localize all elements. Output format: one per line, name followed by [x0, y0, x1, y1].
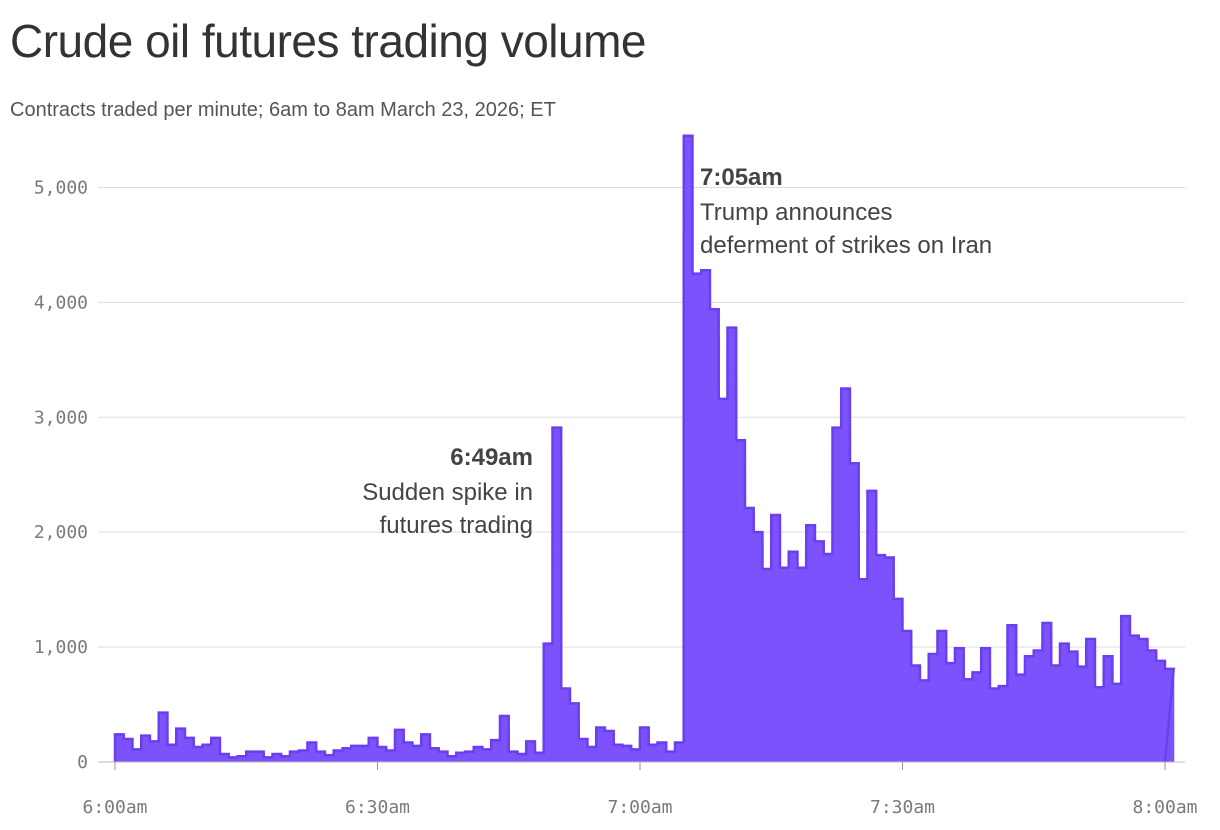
- volume-bar: [666, 752, 675, 762]
- volume-bar: [150, 741, 159, 762]
- volume-bar: [1051, 665, 1060, 762]
- volume-bar: [929, 654, 938, 762]
- annotation-649-line-1: Sudden spike in: [362, 479, 533, 506]
- volume-bar: [351, 746, 360, 762]
- y-tick-label: 2,000: [34, 522, 88, 543]
- volume-bar: [859, 579, 868, 762]
- volume-bar: [1139, 639, 1148, 762]
- volume-bar: [675, 742, 684, 762]
- volume-bar: [719, 399, 728, 762]
- y-tick-label: 3,000: [34, 407, 88, 428]
- annotation-649-time: 6:49am: [450, 444, 533, 471]
- annotation-705-line-2: deferment of strikes on Iran: [700, 232, 992, 259]
- volume-bar: [456, 753, 465, 762]
- x-tick-label: 6:00am: [82, 797, 147, 818]
- volume-bar: [1069, 652, 1078, 762]
- volume-bar: [964, 679, 973, 762]
- y-tick-label: 5,000: [34, 177, 88, 198]
- volume-bar: [133, 749, 142, 762]
- volume-bar: [745, 508, 754, 762]
- volume-bar: [1016, 675, 1025, 762]
- volume-bar: [1121, 616, 1130, 762]
- volume-bar: [465, 752, 474, 762]
- volume-bar: [1095, 687, 1104, 762]
- volume-bar: [780, 568, 789, 762]
- volume-bar: [631, 749, 640, 762]
- annotation-705-line-1: Trump announces: [700, 199, 893, 226]
- volume-bar: [1156, 661, 1165, 762]
- volume-bar: [386, 751, 395, 762]
- volume-bar: [824, 554, 833, 762]
- y-tick-label: 4,000: [34, 292, 88, 313]
- volume-bar: [833, 428, 842, 762]
- grid-lines: [98, 187, 1185, 647]
- volume-bar: [168, 745, 177, 762]
- volume-bar: [290, 752, 299, 762]
- volume-bar: [789, 552, 798, 762]
- volume-bar: [1130, 636, 1139, 762]
- volume-bar: [596, 728, 605, 762]
- volume-bar: [535, 753, 544, 762]
- volume-bar: [1148, 651, 1157, 762]
- volume-bar: [876, 555, 885, 762]
- volume-bar: [1060, 644, 1069, 762]
- volume-bar: [920, 680, 929, 762]
- volume-bar: [299, 751, 308, 762]
- x-tick-label: 7:00am: [607, 797, 672, 818]
- volume-bar: [203, 745, 212, 762]
- annotations: 6:49am Sudden spike in futures trading 7…: [362, 164, 992, 539]
- x-tick-label: 7:30am: [870, 797, 935, 818]
- volume-bar: [413, 746, 422, 762]
- volume-bar: [246, 752, 255, 762]
- volume-bar: [360, 746, 369, 762]
- volume-bar: [614, 745, 623, 762]
- volume-bar: [334, 751, 343, 762]
- volume-area: [115, 136, 1174, 762]
- annotation-649-line-2: futures trading: [380, 512, 533, 539]
- volume-bar: [588, 747, 597, 762]
- volume-bar: [990, 688, 999, 762]
- volume-bar: [806, 525, 815, 762]
- volume-bar: [483, 749, 492, 762]
- volume-bar: [343, 748, 352, 762]
- volume-bar: [701, 270, 710, 762]
- volume-bar: [649, 745, 658, 762]
- x-tick-label: 6:30am: [345, 797, 410, 818]
- volume-bar: [946, 663, 955, 762]
- volume-bar: [815, 541, 824, 762]
- volume-bar: [693, 274, 702, 762]
- volume-bar: [194, 747, 203, 762]
- volume-bar: [798, 568, 807, 762]
- x-tick-label: 8:00am: [1132, 797, 1197, 818]
- volume-bar: [973, 672, 982, 762]
- y-tick-label: 1,000: [34, 637, 88, 658]
- volume-bar: [544, 644, 553, 762]
- y-tick-label: 0: [77, 752, 88, 773]
- volume-bar: [1113, 684, 1122, 762]
- volume-bar: [1025, 656, 1034, 762]
- annotation-705-time: 7:05am: [700, 164, 783, 191]
- volume-bar: [999, 686, 1008, 762]
- volume-bar: [763, 569, 772, 762]
- volume-bar: [1078, 667, 1087, 762]
- volume-bar: [1034, 651, 1043, 762]
- volume-bar: [491, 740, 500, 762]
